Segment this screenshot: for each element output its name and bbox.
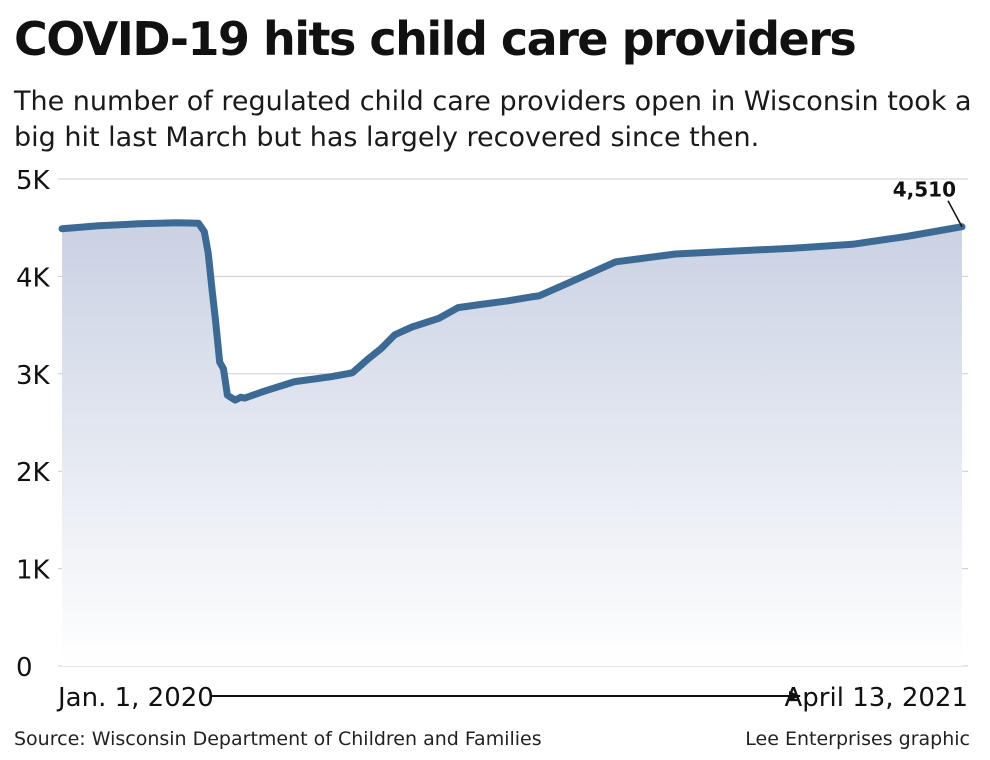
y-tick-label: 0 bbox=[16, 653, 33, 683]
y-tick-label: 5K bbox=[16, 166, 51, 196]
end-annotation-label: 4,510 bbox=[893, 178, 956, 202]
y-tick-label: 1K bbox=[16, 556, 51, 586]
area-chart: 0 1K 2K 3K 4K 5K 4,510 Jan. 1, 2020 April 13,… bbox=[16, 166, 968, 713]
y-tick-label: 4K bbox=[16, 263, 51, 293]
x-axis-start-label: Jan. 1, 2020 bbox=[56, 683, 214, 713]
series-line bbox=[58, 219, 966, 404]
source-note: Source: Wisconsin Department of Children… bbox=[14, 728, 542, 750]
series-area bbox=[62, 222, 962, 667]
y-tick-label: 3K bbox=[16, 361, 51, 391]
end-annotation-leader bbox=[947, 200, 963, 228]
chart-title: COVID-19 hits child care providers bbox=[14, 12, 857, 66]
y-tick-label: 2K bbox=[16, 458, 51, 488]
x-axis-end-label: April 13, 2021 bbox=[785, 683, 968, 713]
credit-note: Lee Enterprises graphic bbox=[745, 728, 970, 750]
chart-subtitle: The number of regulated child care provi… bbox=[14, 86, 972, 153]
y-axis-ticks: 0 1K 2K 3K 4K 5K bbox=[16, 166, 51, 683]
